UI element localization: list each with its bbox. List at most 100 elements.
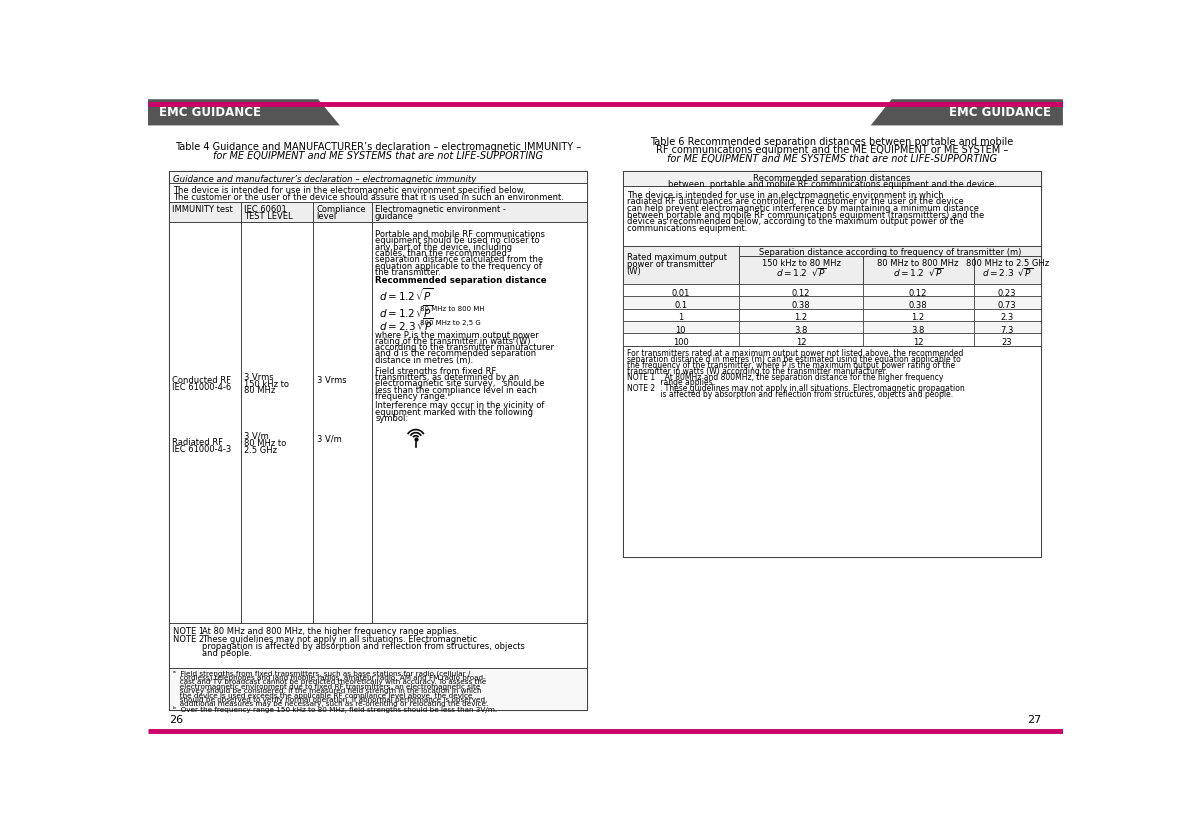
- Text: Table 6 Recommended separation distances between portable and mobile: Table 6 Recommended separation distances…: [651, 137, 1013, 147]
- Bar: [169, 667, 587, 710]
- Text: The device is intended for use in an electromagnetic environment in which: The device is intended for use in an ele…: [627, 191, 944, 200]
- Text: equipment marked with the following: equipment marked with the following: [376, 408, 534, 417]
- Text: 0.23: 0.23: [998, 289, 1017, 298]
- Text: For transmitters rated at a maximum output power not listed above, the recommend: For transmitters rated at a maximum outp…: [627, 350, 963, 358]
- Bar: [863, 321, 974, 333]
- Bar: [622, 308, 739, 321]
- Text: IEC 61000-4-3: IEC 61000-4-3: [172, 445, 231, 454]
- Bar: [372, 222, 587, 623]
- Text: Compliance: Compliance: [317, 205, 366, 214]
- Text: The customer or the user of the device should assure that it is used in such an : The customer or the user of the device s…: [174, 194, 565, 202]
- Bar: [169, 222, 241, 623]
- Text: is affected by absorption and reflection from structures, objects and people.: is affected by absorption and reflection…: [627, 390, 953, 399]
- Bar: [739, 308, 863, 321]
- Text: 0.1: 0.1: [674, 301, 687, 310]
- Text: NOTE 1: NOTE 1: [174, 627, 204, 636]
- Text: EMC GUIDANCE: EMC GUIDANCE: [950, 106, 1051, 119]
- Bar: [622, 171, 1042, 557]
- Text: NOTE 1    At 80MHz and 800MHz, the separation distance for the higher frequency: NOTE 1 At 80MHz and 800MHz, the separati…: [627, 373, 942, 381]
- Text: 26: 26: [169, 715, 183, 725]
- Text: separation distance d in metres (m) can be estimated using the equation applicab: separation distance d in metres (m) can …: [627, 356, 960, 364]
- Text: and people.: and people.: [202, 649, 252, 658]
- Text: EMC GUIDANCE: EMC GUIDANCE: [159, 106, 261, 119]
- Bar: [974, 321, 1042, 333]
- Bar: [622, 186, 1042, 246]
- Bar: [863, 296, 974, 308]
- Text: 80 MHz: 80 MHz: [244, 386, 275, 395]
- Text: 800 MHz to 2.5 GHz: 800 MHz to 2.5 GHz: [966, 259, 1049, 268]
- Text: 12: 12: [796, 338, 807, 347]
- Bar: [622, 296, 739, 308]
- Text: for ME EQUIPMENT and ME SYSTEMS that are not LIFE-SUPPORTING: for ME EQUIPMENT and ME SYSTEMS that are…: [214, 151, 543, 160]
- Text: any part of the device, including: any part of the device, including: [376, 243, 513, 251]
- Text: Recommended separation distance: Recommended separation distance: [376, 276, 547, 284]
- Text: NOTE 2    These guidelines may not apply in all situations. Electromagnetic prop: NOTE 2 These guidelines may not apply in…: [627, 384, 965, 393]
- Text: 0.12: 0.12: [909, 289, 927, 298]
- Text: radiated RF disturbances are controlled. The customer or the user of the device: radiated RF disturbances are controlled.…: [627, 198, 964, 207]
- Text: 3 V/m: 3 V/m: [244, 432, 269, 441]
- Text: transmitter in watts (W) according to the transmitter manufacturer.: transmitter in watts (W) according to th…: [627, 367, 887, 375]
- Text: $d = 2.3\,\sqrt{P}$: $d = 2.3\,\sqrt{P}$: [379, 317, 433, 333]
- Text: device as recommended below, according to the maximum output power of the: device as recommended below, according t…: [627, 217, 964, 226]
- Text: Recommended separation distances: Recommended separation distances: [753, 174, 911, 183]
- Bar: [863, 256, 974, 284]
- Bar: [241, 202, 313, 222]
- Text: TEST LEVEL: TEST LEVEL: [244, 213, 293, 222]
- Text: $d = 1.2\,\sqrt{P}$: $d = 1.2\,\sqrt{P}$: [379, 303, 432, 319]
- Text: 1: 1: [678, 313, 684, 323]
- Text: 3.8: 3.8: [912, 326, 925, 335]
- Text: 0.38: 0.38: [908, 301, 927, 310]
- Text: the transmitter.: the transmitter.: [376, 268, 442, 277]
- Text: communications equipment.: communications equipment.: [627, 223, 746, 232]
- Bar: [739, 296, 863, 308]
- Text: cordless) telephones and land mobile radios, amateur radio, AM and FM radio broa: cordless) telephones and land mobile rad…: [174, 675, 485, 681]
- Text: separation distance calculated from the: separation distance calculated from the: [376, 256, 543, 265]
- Text: cast and TV broadcast cannot be predicted theoretically with accuracy. To assess: cast and TV broadcast cannot be predicte…: [174, 679, 487, 686]
- Bar: [974, 296, 1042, 308]
- Text: $d = 1.2\,\sqrt{P}$: $d = 1.2\,\sqrt{P}$: [379, 286, 432, 303]
- Text: IEC 61000-4-6: IEC 61000-4-6: [172, 384, 231, 392]
- Bar: [863, 333, 974, 346]
- Bar: [974, 284, 1042, 296]
- Text: RF communications equipment and the ME EQUIPMENT or ME SYSTEM –: RF communications equipment and the ME E…: [655, 146, 1009, 155]
- Text: transmitters, as determined by an: transmitters, as determined by an: [376, 373, 520, 382]
- Text: range applies.: range applies.: [627, 379, 715, 387]
- Text: Interference may occur in the vicinity of: Interference may occur in the vicinity o…: [376, 401, 544, 410]
- Text: 27: 27: [1027, 715, 1042, 725]
- Text: IMMUNITY test: IMMUNITY test: [172, 205, 233, 214]
- Bar: [739, 256, 863, 284]
- Text: The device is intended for use in the electromagnetic environment specified belo: The device is intended for use in the el…: [174, 186, 526, 195]
- Bar: [313, 222, 372, 623]
- Bar: [622, 321, 739, 333]
- Text: less than the compliance level in each: less than the compliance level in each: [376, 385, 537, 394]
- Text: 2.3: 2.3: [1000, 313, 1013, 323]
- Text: (W): (W): [627, 267, 641, 276]
- Text: 80 MHz to 800 MHz: 80 MHz to 800 MHz: [877, 259, 959, 268]
- Text: survey should be considered. If the measured field strength in the location in w: survey should be considered. If the meas…: [174, 688, 482, 694]
- Text: rating of the transmitter in watts (W): rating of the transmitter in watts (W): [376, 337, 531, 346]
- Text: should be observed to verify normal operation. If abnormal performance is observ: should be observed to verify normal oper…: [174, 697, 488, 703]
- Text: NOTE 2: NOTE 2: [174, 635, 204, 644]
- Bar: [863, 284, 974, 296]
- Text: 150 kHz to: 150 kHz to: [244, 380, 289, 389]
- Text: 10: 10: [676, 326, 686, 335]
- Bar: [739, 333, 863, 346]
- Text: 1.2: 1.2: [912, 313, 925, 323]
- Text: 7.3: 7.3: [1000, 326, 1013, 335]
- Text: 3 Vrms: 3 Vrms: [317, 376, 346, 385]
- Bar: [739, 284, 863, 296]
- Text: Radiated RF: Radiated RF: [172, 438, 223, 447]
- Text: cables, than the recommended: cables, than the recommended: [376, 249, 508, 258]
- Text: power of transmitter: power of transmitter: [627, 261, 713, 269]
- Text: where P is the maximum output power: where P is the maximum output power: [376, 331, 540, 340]
- Text: equation applicable to the frequency of: equation applicable to the frequency of: [376, 261, 542, 270]
- Bar: [622, 333, 739, 346]
- Bar: [974, 333, 1042, 346]
- Bar: [169, 623, 587, 667]
- Bar: [241, 222, 313, 623]
- Text: 0.01: 0.01: [672, 289, 690, 298]
- Text: ᵇ  Over the frequency range 150 kHz to 80 MHz, field strengths should be less th: ᵇ Over the frequency range 150 kHz to 80…: [174, 705, 497, 713]
- Text: propagation is affected by absorption and reflection from structures, objects: propagation is affected by absorption an…: [202, 642, 524, 651]
- Text: 100: 100: [673, 338, 689, 347]
- Bar: [169, 183, 587, 202]
